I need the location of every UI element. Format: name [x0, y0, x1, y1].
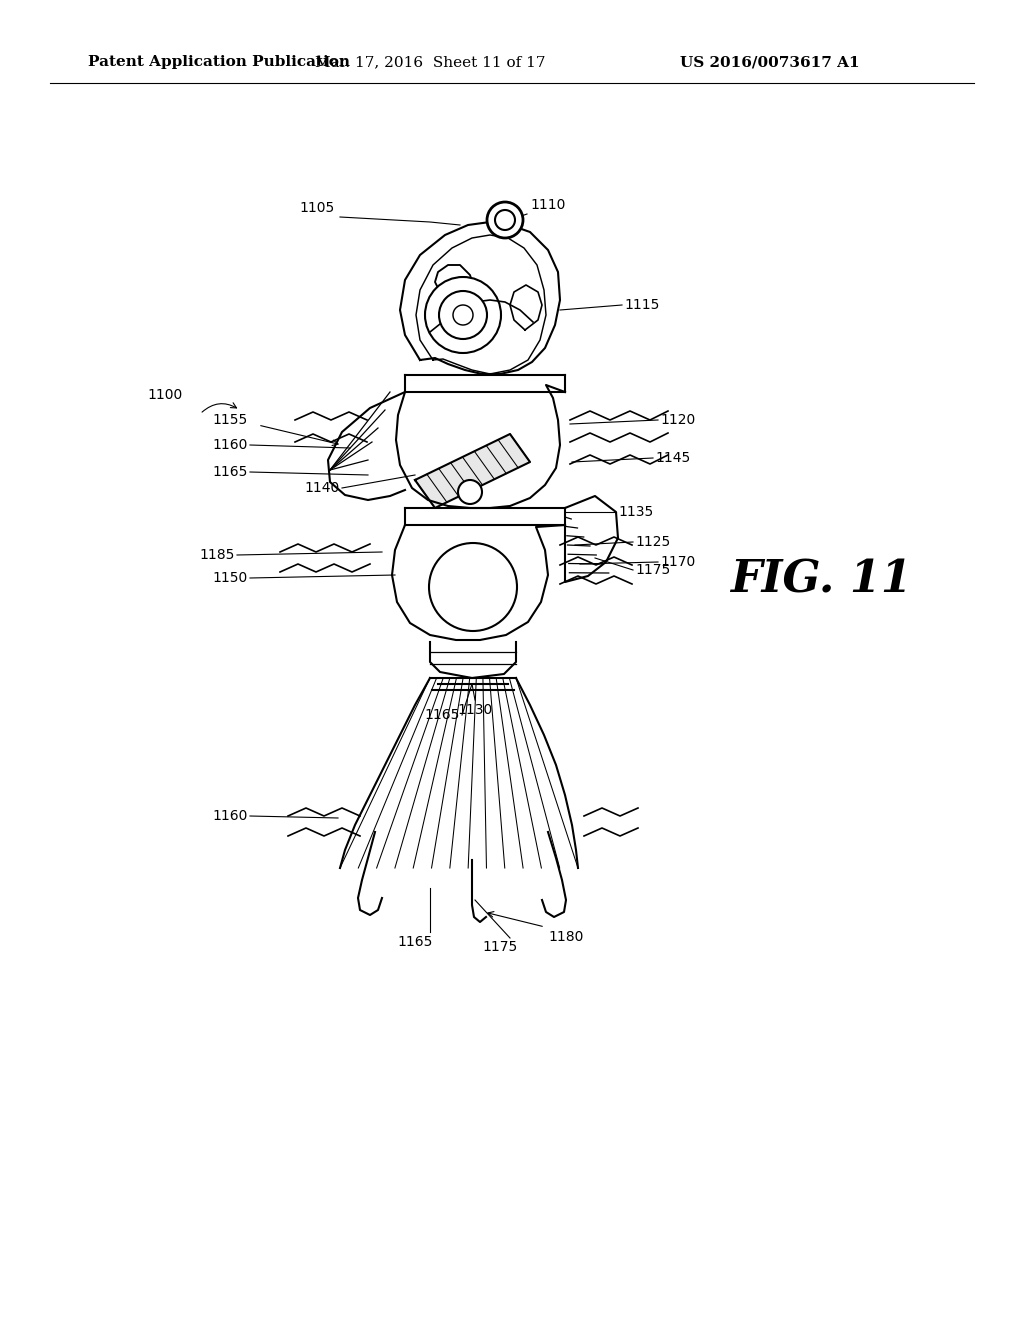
Text: 1120: 1120: [660, 413, 695, 426]
Text: 1165: 1165: [397, 935, 433, 949]
Text: 1130: 1130: [458, 704, 493, 717]
Polygon shape: [400, 222, 560, 374]
Circle shape: [429, 543, 517, 631]
Text: 1180: 1180: [548, 931, 584, 944]
Circle shape: [458, 480, 482, 504]
Text: 1105: 1105: [300, 201, 335, 215]
Text: 1165: 1165: [425, 708, 460, 722]
Text: 1125: 1125: [635, 535, 671, 549]
Text: 1110: 1110: [530, 198, 565, 213]
Text: 1175: 1175: [635, 564, 671, 577]
Polygon shape: [565, 496, 618, 582]
Circle shape: [439, 290, 487, 339]
Polygon shape: [415, 434, 530, 508]
Text: 1115: 1115: [624, 298, 659, 312]
Text: 1140: 1140: [305, 480, 340, 495]
Polygon shape: [392, 525, 565, 640]
Text: 1185: 1185: [200, 548, 234, 562]
Circle shape: [425, 277, 501, 352]
Text: Mar. 17, 2016  Sheet 11 of 17: Mar. 17, 2016 Sheet 11 of 17: [314, 55, 545, 69]
Text: Patent Application Publication: Patent Application Publication: [88, 55, 350, 69]
Text: 1155: 1155: [213, 413, 248, 426]
Text: 1135: 1135: [618, 506, 653, 519]
Text: 1160: 1160: [213, 438, 248, 451]
Text: 1100: 1100: [147, 388, 182, 403]
Text: US 2016/0073617 A1: US 2016/0073617 A1: [680, 55, 859, 69]
Text: 1160: 1160: [213, 809, 248, 822]
Text: 1165: 1165: [213, 465, 248, 479]
Text: FIG. 11: FIG. 11: [730, 558, 912, 602]
Text: 1150: 1150: [213, 572, 248, 585]
Text: 1145: 1145: [655, 451, 690, 465]
Polygon shape: [328, 392, 406, 500]
Text: 1170: 1170: [660, 554, 695, 569]
Circle shape: [487, 202, 523, 238]
Polygon shape: [396, 385, 565, 508]
Text: 1175: 1175: [482, 940, 517, 954]
